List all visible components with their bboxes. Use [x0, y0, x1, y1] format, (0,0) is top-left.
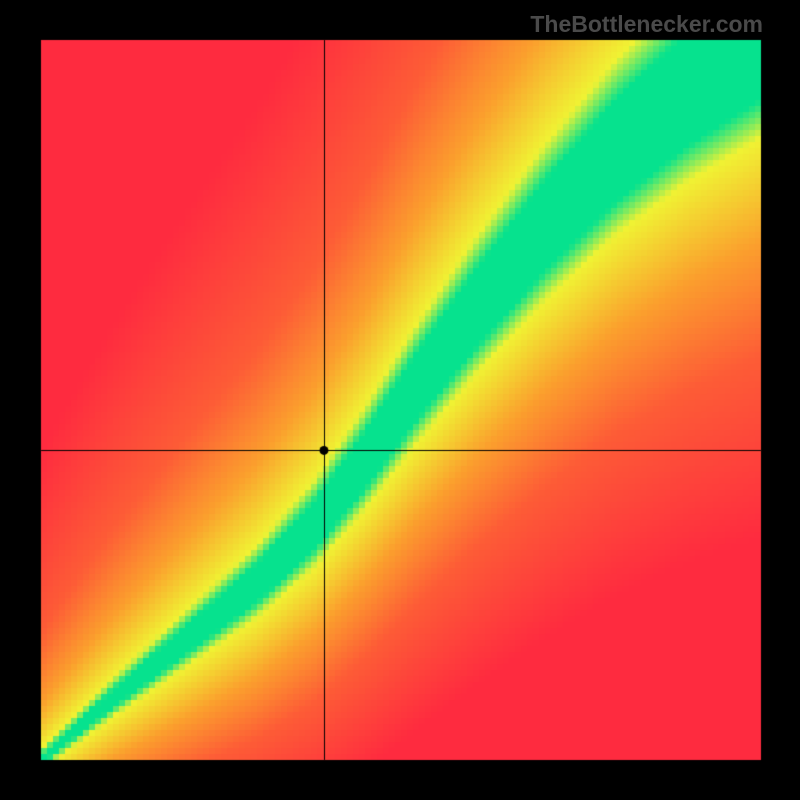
crosshair-overlay — [0, 0, 800, 800]
watermark-text: TheBottlenecker.com — [530, 11, 763, 38]
